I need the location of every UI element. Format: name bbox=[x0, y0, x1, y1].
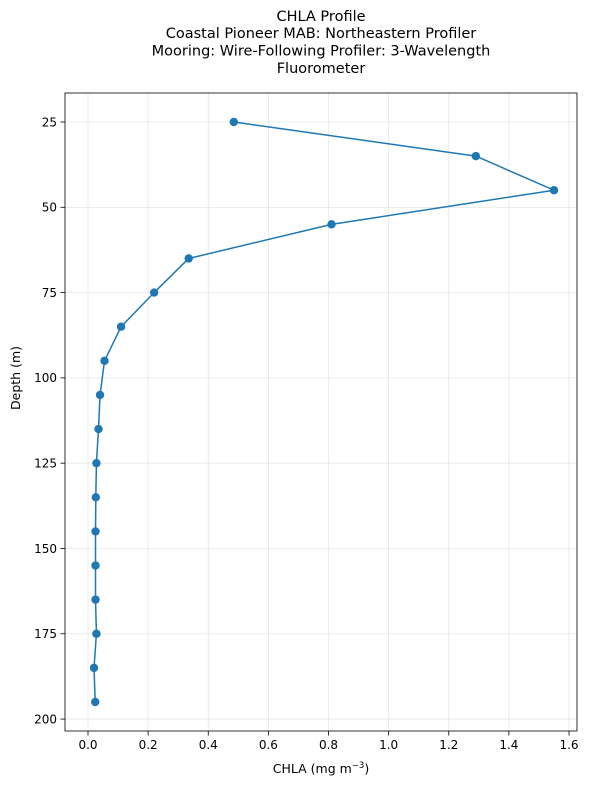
series-line bbox=[93, 121, 555, 703]
data-point-7 bbox=[100, 356, 109, 366]
data-point-3 bbox=[327, 220, 336, 229]
plot-frame bbox=[64, 92, 578, 732]
x-tick-label-2: 0.4 bbox=[199, 738, 218, 752]
data-point-14 bbox=[91, 595, 100, 604]
axes-layer bbox=[64, 92, 578, 732]
series-layer bbox=[89, 117, 559, 707]
data-point-9 bbox=[94, 424, 103, 434]
x-axis-label-suffix: ) bbox=[364, 761, 369, 776]
data-point-17 bbox=[91, 697, 100, 707]
data-point-6 bbox=[116, 322, 126, 331]
x-tick-label-5: 1.0 bbox=[379, 738, 398, 752]
data-point-13 bbox=[91, 561, 100, 570]
ticks-layer: 0.0 0.2 0.4 0.6 0.8 1.0 1.2 1.4 1.6 25 50 75 100 125 1… bbox=[34, 115, 578, 752]
data-point-4 bbox=[184, 254, 193, 263]
y-axis-label: Depth (m) bbox=[8, 346, 23, 410]
y-tick-label-5: 150 bbox=[34, 542, 57, 556]
chart-title-line-1: CHLA Profile bbox=[276, 9, 365, 25]
y-tick-label-1: 50 bbox=[42, 201, 57, 215]
data-point-16 bbox=[89, 663, 99, 673]
chart-title-line-2: Coastal Pioneer MAB: Northeastern Profil… bbox=[166, 26, 477, 42]
data-point-12 bbox=[91, 527, 100, 536]
data-point-5 bbox=[149, 288, 159, 297]
chart-title-line-3: Mooring: Wire-Following Profiler: 3-Wave… bbox=[152, 44, 491, 60]
y-tick-label-4: 125 bbox=[34, 456, 57, 470]
y-tick-label-7: 200 bbox=[34, 712, 57, 726]
x-tick-label-7: 1.4 bbox=[499, 738, 518, 752]
x-axis-label-superscript: −3 bbox=[352, 761, 365, 771]
x-tick-label-1: 0.2 bbox=[139, 738, 158, 752]
x-tick-label-3: 0.6 bbox=[259, 738, 278, 752]
x-axis-label: CHLA (mg m−3) bbox=[273, 761, 369, 776]
x-tick-label-0: 0.0 bbox=[78, 738, 97, 752]
x-tick-label-4: 0.8 bbox=[319, 738, 338, 752]
y-tick-label-2: 75 bbox=[42, 286, 57, 300]
data-point-0 bbox=[229, 117, 239, 127]
data-point-1 bbox=[471, 151, 481, 161]
y-tick-label-0: 25 bbox=[42, 115, 57, 129]
data-point-11 bbox=[91, 493, 101, 502]
x-axis-label-text: CHLA (mg m bbox=[273, 761, 352, 776]
x-tick-label-8: 1.6 bbox=[559, 738, 578, 752]
data-point-8 bbox=[95, 390, 105, 400]
x-tick-label-6: 1.2 bbox=[439, 738, 458, 752]
chart-title-line-4: Fluorometer bbox=[277, 61, 366, 77]
data-point-10 bbox=[92, 458, 101, 468]
y-tick-label-6: 175 bbox=[34, 627, 57, 641]
chart-title: CHLA Profile Coastal Pioneer MAB: Northe… bbox=[152, 9, 491, 77]
data-point-15 bbox=[92, 629, 101, 638]
y-tick-label-3: 100 bbox=[34, 371, 57, 385]
grid-layer bbox=[65, 93, 577, 731]
data-point-2 bbox=[549, 186, 559, 195]
